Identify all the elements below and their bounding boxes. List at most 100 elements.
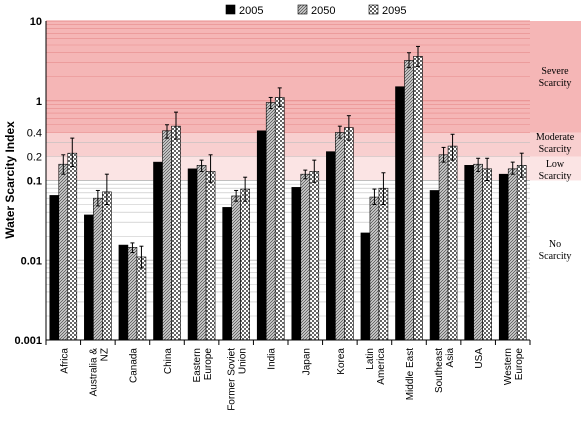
x-category-label-line: Eastern (192, 348, 203, 382)
y-tick-label: 1 (36, 96, 42, 108)
x-category-label: USA (474, 348, 485, 369)
x-category-label: Canada (128, 348, 139, 383)
bar-2005-5 (222, 207, 232, 341)
bar-2050-7 (300, 173, 311, 341)
bar-2005-10 (395, 86, 405, 341)
zone-label-line: Scarcity (539, 251, 572, 262)
bar-2005-7 (291, 187, 302, 341)
bar-2050-9 (369, 196, 380, 341)
x-category-label: Korea (336, 348, 347, 375)
x-category-label-line: Middle East (405, 348, 416, 400)
bar-2095-9 (378, 187, 389, 341)
x-category-label-line: Western (503, 348, 514, 385)
x-category-label: China (163, 348, 174, 375)
y-tick-label: 10 (30, 16, 42, 28)
x-category-label-line: Japan (301, 348, 312, 375)
bar-2095-3 (171, 125, 181, 341)
x-category-label-line: Africa (59, 348, 70, 374)
bar-2050-11 (438, 154, 449, 341)
bar-2050-0 (58, 163, 69, 341)
bar-2095-13 (516, 165, 527, 341)
bar-2050-5 (231, 195, 241, 341)
x-category-label-line: Asia (445, 348, 456, 368)
y-tick-label: 0.01 (21, 255, 42, 267)
bar-2095-5 (240, 188, 250, 341)
x-category-label: Eastern Europe (192, 348, 214, 383)
zone-label-2: Low Scarcity (539, 159, 572, 182)
zone-label-line: Low (546, 159, 565, 170)
bar-2005-3 (153, 161, 163, 341)
bar-2095-7 (309, 171, 320, 341)
legend-label-2095: 2095 (382, 5, 406, 17)
legend-swatch-2005 (225, 4, 236, 15)
legend-swatch-2050 (297, 4, 308, 15)
bar-2005-8 (326, 151, 336, 341)
x-category-label-line: China (163, 348, 174, 375)
y-axis-label: Water Scarcity Index (3, 121, 17, 239)
x-category-label-line: Europe (514, 348, 525, 381)
x-category-label: Southeast Asia (434, 348, 456, 393)
bar-2095-8 (344, 127, 354, 341)
zone-label-3: No Scarcity (539, 239, 572, 262)
y-tick-label: 0.2 (27, 151, 42, 163)
y-tick-labels: 10 1 0.4 0.2 0.1 0.01 0.001 (14, 16, 42, 347)
x-category-label: Western Europe (503, 348, 525, 385)
bar-2095-0 (67, 152, 78, 341)
bar-2005-4 (187, 168, 198, 341)
zone-label-1: Moderate Scarcity (536, 132, 575, 155)
x-category-label-line: Union (238, 348, 249, 374)
bar-2050-10 (404, 60, 414, 341)
bar-2005-12 (464, 165, 474, 341)
x-category-labels: Africa Australia & NZ Canada China Eastern Eur… (59, 348, 525, 411)
bar-2050-8 (335, 132, 345, 341)
bar-2050-12 (473, 163, 483, 341)
zone-label-line: Scarcity (539, 78, 572, 89)
bar-2095-11 (447, 145, 458, 341)
bar-2005-6 (256, 130, 267, 341)
y-tick-label: 0.001 (14, 335, 42, 347)
x-category-label: Japan (301, 348, 312, 375)
x-category-label: Latin America (365, 348, 387, 385)
zone-label-line: Moderate (536, 132, 575, 143)
x-category-label-line: Korea (336, 348, 347, 375)
bar-2050-4 (196, 165, 207, 341)
error-bars (61, 45, 524, 269)
x-category-label-line: Southeast (434, 348, 445, 393)
x-category-label-line: Former Soviet (227, 348, 238, 411)
x-category-label-line: India (267, 348, 278, 370)
legend-swatch-2095 (368, 4, 379, 15)
bar-2005-0 (49, 195, 60, 341)
y-tick-label: 0.1 (27, 176, 42, 188)
zone-label-line: Scarcity (539, 171, 572, 182)
x-category-label-line: America (376, 348, 387, 385)
bar-2095-1 (102, 191, 112, 341)
x-category-label: Former Soviet Union (227, 348, 249, 411)
bar-2095-12 (482, 168, 492, 341)
x-category-label: Africa (59, 348, 70, 374)
x-category-label-line: NZ (99, 348, 110, 361)
bar-2095-6 (274, 97, 285, 341)
x-category-label: Australia & NZ (88, 348, 110, 397)
bar-2095-2 (136, 256, 147, 341)
bar-2005-9 (360, 232, 371, 341)
axes (45, 21, 531, 345)
bar-2005-11 (429, 190, 440, 341)
zone-label-line: Severe (541, 66, 569, 77)
bars (49, 56, 527, 341)
bar-2050-3 (162, 130, 172, 341)
bar-2050-1 (93, 197, 103, 341)
bar-2050-2 (127, 247, 138, 341)
x-category-label-line: Canada (128, 348, 139, 383)
legend: 2005 2050 2095 (225, 4, 406, 17)
zone-label-line: Scarcity (539, 144, 572, 155)
bar-2095-4 (205, 171, 216, 341)
zone-label-line: No (549, 239, 561, 250)
x-category-label: India (267, 348, 278, 370)
bar-2005-2 (118, 244, 129, 341)
bar-2050-6 (265, 102, 276, 341)
x-category-label-line: Australia & (88, 348, 99, 397)
bar-2050-13 (507, 168, 518, 341)
zone-label-0: Severe Scarcity (539, 66, 572, 89)
